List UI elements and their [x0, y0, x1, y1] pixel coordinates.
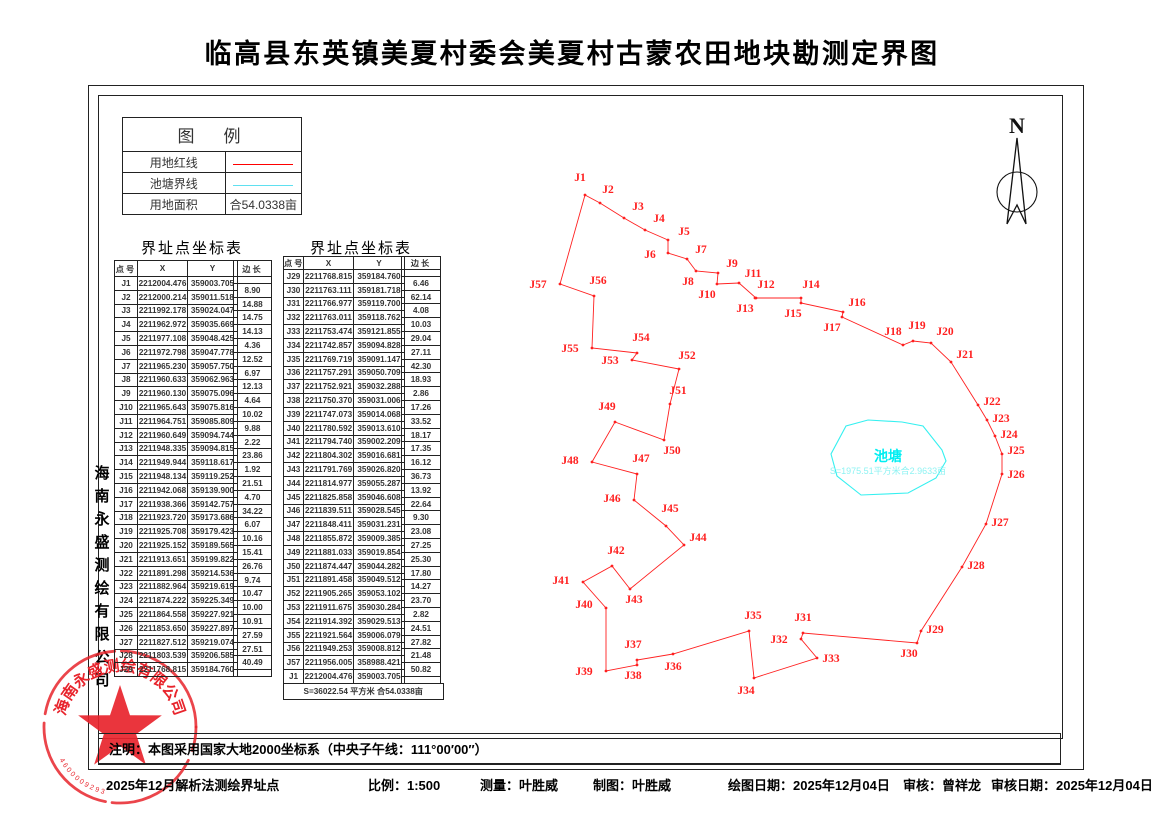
svg-text:0: 0 — [78, 778, 85, 786]
svg-text:海: 海 — [50, 696, 73, 717]
svg-text:2: 2 — [88, 784, 95, 792]
svg-text:9: 9 — [83, 781, 90, 789]
svg-text:4: 4 — [58, 757, 66, 764]
svg-text:0: 0 — [69, 771, 77, 779]
svg-text:0: 0 — [73, 775, 81, 783]
svg-text:6: 6 — [61, 762, 69, 769]
svg-text:0: 0 — [64, 767, 72, 775]
svg-text:南: 南 — [57, 680, 81, 704]
